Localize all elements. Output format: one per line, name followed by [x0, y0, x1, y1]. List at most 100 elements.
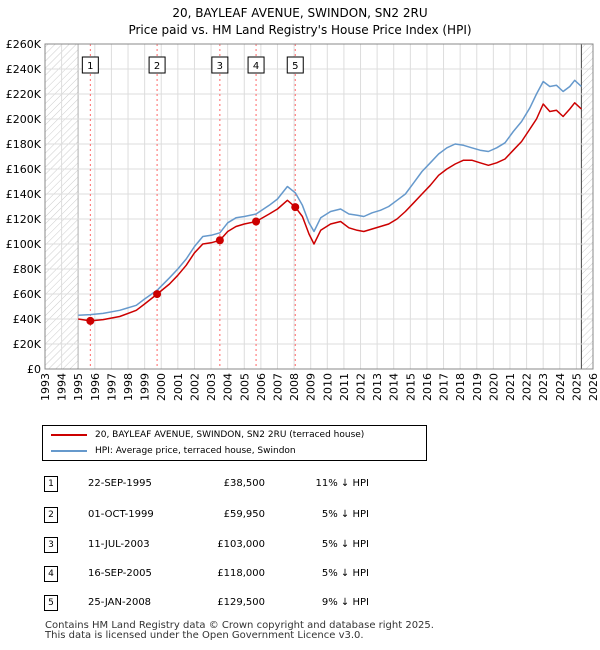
y-tick-label: £240K — [6, 63, 42, 76]
y-tick-label: £80K — [13, 263, 42, 276]
footer-licence: This data is licensed under the Open Gov… — [45, 630, 364, 641]
x-tick-label: 2010 — [321, 373, 334, 401]
sale-marker-box — [211, 56, 229, 74]
sale-date: 25-JAN-2008 — [88, 597, 152, 608]
sale-price: £129,500 — [217, 597, 265, 608]
footer-copyright: Contains HM Land Registry data © Crown c… — [45, 620, 434, 631]
sale-number-badge: 1 — [44, 476, 58, 492]
sale-hpi-diff: 5% ↓ HPI — [321, 509, 369, 520]
x-tick-label: 2000 — [155, 373, 168, 401]
legend-label-property: 20, BAYLEAF AVENUE, SWINDON, SN2 2RU (te… — [95, 430, 365, 440]
x-tick-label: 2016 — [421, 373, 434, 401]
sale-row: 3 11-JUL-2003 £103,000 5% ↓ HPI — [0, 537, 600, 553]
sale-date: 22-SEP-1995 — [88, 478, 152, 489]
sale-marker-label: 3 — [217, 61, 223, 72]
y-tick-label: £60K — [13, 288, 42, 301]
y-tick-label: £40K — [13, 313, 42, 326]
x-tick-label: 2005 — [238, 373, 251, 401]
plot-frame — [44, 43, 594, 370]
sale-price: £38,500 — [223, 478, 265, 489]
sale-date: 01-OCT-1999 — [88, 509, 154, 520]
sale-marker-box — [286, 56, 304, 74]
x-tick-label: 2012 — [355, 373, 368, 401]
sale-marker-label: 2 — [154, 61, 160, 72]
x-tick-label: 1998 — [122, 373, 135, 401]
sale-marker-box — [148, 56, 166, 74]
x-tick-label: 2002 — [188, 373, 201, 401]
sale-marker-box — [247, 56, 265, 74]
sale-marker-label: 5 — [292, 61, 298, 72]
sale-point — [215, 236, 224, 245]
chart-title-text: 20, BAYLEAF AVENUE, SWINDON, SN2 2RU — [172, 6, 428, 20]
sale-hpi-diff: 5% ↓ HPI — [321, 568, 369, 579]
y-tick-label: £20K — [13, 338, 42, 351]
sale-point — [252, 217, 261, 226]
hatch-region-right — [581, 44, 593, 369]
y-tick-label: £200K — [6, 113, 42, 126]
x-tick-label: 2015 — [404, 373, 417, 401]
sale-row: 5 25-JAN-2008 £129,500 9% ↓ HPI — [0, 595, 600, 611]
sale-date: 16-SEP-2005 — [88, 568, 152, 579]
x-tick-label: 2024 — [554, 373, 567, 401]
x-tick-label: 2004 — [222, 373, 235, 401]
x-tick-label: 1996 — [89, 373, 102, 401]
sale-point — [291, 203, 300, 212]
y-tick-label: £160K — [6, 163, 42, 176]
y-tick-label: £0 — [27, 363, 41, 376]
y-tick-label: £260K — [6, 38, 42, 51]
x-tick-label: 2025 — [570, 373, 583, 401]
series-line-property — [78, 102, 582, 322]
x-tick-label: 2011 — [338, 373, 351, 401]
x-tick-label: 2023 — [537, 373, 550, 401]
x-tick-label: 2009 — [305, 373, 318, 401]
footer: Contains HM Land Registry data © Crown c… — [45, 621, 434, 641]
legend-item-hpi: HPI: Average price, terraced house, Swin… — [51, 444, 296, 458]
x-tick-label: 2019 — [471, 373, 484, 401]
sale-hpi-diff: 5% ↓ HPI — [321, 539, 369, 550]
x-tick-label: 1999 — [139, 373, 152, 401]
series-line-hpi — [78, 79, 582, 317]
sale-hpi-diff: 11% ↓ HPI — [315, 478, 369, 489]
x-tick-label: 2007 — [271, 373, 284, 401]
x-tick-label: 2014 — [388, 373, 401, 401]
legend-swatch-hpi — [51, 450, 87, 452]
sale-price: £59,950 — [223, 509, 265, 520]
x-tick-label: 1995 — [72, 373, 85, 401]
sale-point — [86, 316, 95, 325]
sale-point — [153, 290, 162, 299]
sale-number-badge: 2 — [44, 507, 58, 523]
sale-number-badge: 4 — [44, 566, 58, 582]
sale-number-badge: 3 — [44, 537, 58, 553]
chart-title: 20, BAYLEAF AVENUE, SWINDON, SN2 2RU Pri… — [0, 5, 600, 39]
sale-price: £118,000 — [217, 568, 265, 579]
sale-price: £103,000 — [217, 539, 265, 550]
price-chart: 1 2 3 4 5 £0 £20K £40K £60K £80K £100K £120K £140K £… — [6, 38, 600, 401]
legend-label-hpi: HPI: Average price, terraced house, Swin… — [95, 446, 296, 456]
x-tick-label: 2018 — [454, 373, 467, 401]
x-tick-label: 1997 — [105, 373, 118, 401]
sale-marker-label: 4 — [253, 61, 259, 72]
sale-row: 4 16-SEP-2005 £118,000 5% ↓ HPI — [0, 566, 600, 582]
x-tick-label: 2017 — [438, 373, 451, 401]
x-tick-label: 2003 — [205, 373, 218, 401]
x-tick-label: 2021 — [504, 373, 517, 401]
chart-legend: 20, BAYLEAF AVENUE, SWINDON, SN2 2RU (te… — [42, 425, 427, 461]
sale-date: 11-JUL-2003 — [88, 539, 150, 550]
legend-item-property: 20, BAYLEAF AVENUE, SWINDON, SN2 2RU (te… — [51, 428, 364, 442]
x-tick-label: 2001 — [172, 373, 185, 401]
sale-row: 2 01-OCT-1999 £59,950 5% ↓ HPI — [0, 507, 600, 523]
y-tick-label: £220K — [6, 88, 42, 101]
x-tick-label: 2020 — [487, 373, 500, 401]
x-tick-label: 1993 — [39, 373, 52, 401]
chart-subtitle-text: Price paid vs. HM Land Registry's House … — [128, 23, 472, 37]
x-tick-label: 1994 — [56, 373, 69, 401]
sale-marker-box — [81, 56, 99, 74]
x-tick-label: 2013 — [371, 373, 384, 401]
sale-marker-label: 1 — [87, 61, 93, 72]
x-tick-label: 2022 — [521, 373, 534, 401]
sale-row: 1 22-SEP-1995 £38,500 11% ↓ HPI — [0, 476, 600, 492]
x-tick-label: 2026 — [587, 373, 600, 401]
legend-swatch-property — [51, 434, 87, 436]
y-tick-label: £100K — [6, 238, 42, 251]
sale-hpi-diff: 9% ↓ HPI — [321, 597, 369, 608]
